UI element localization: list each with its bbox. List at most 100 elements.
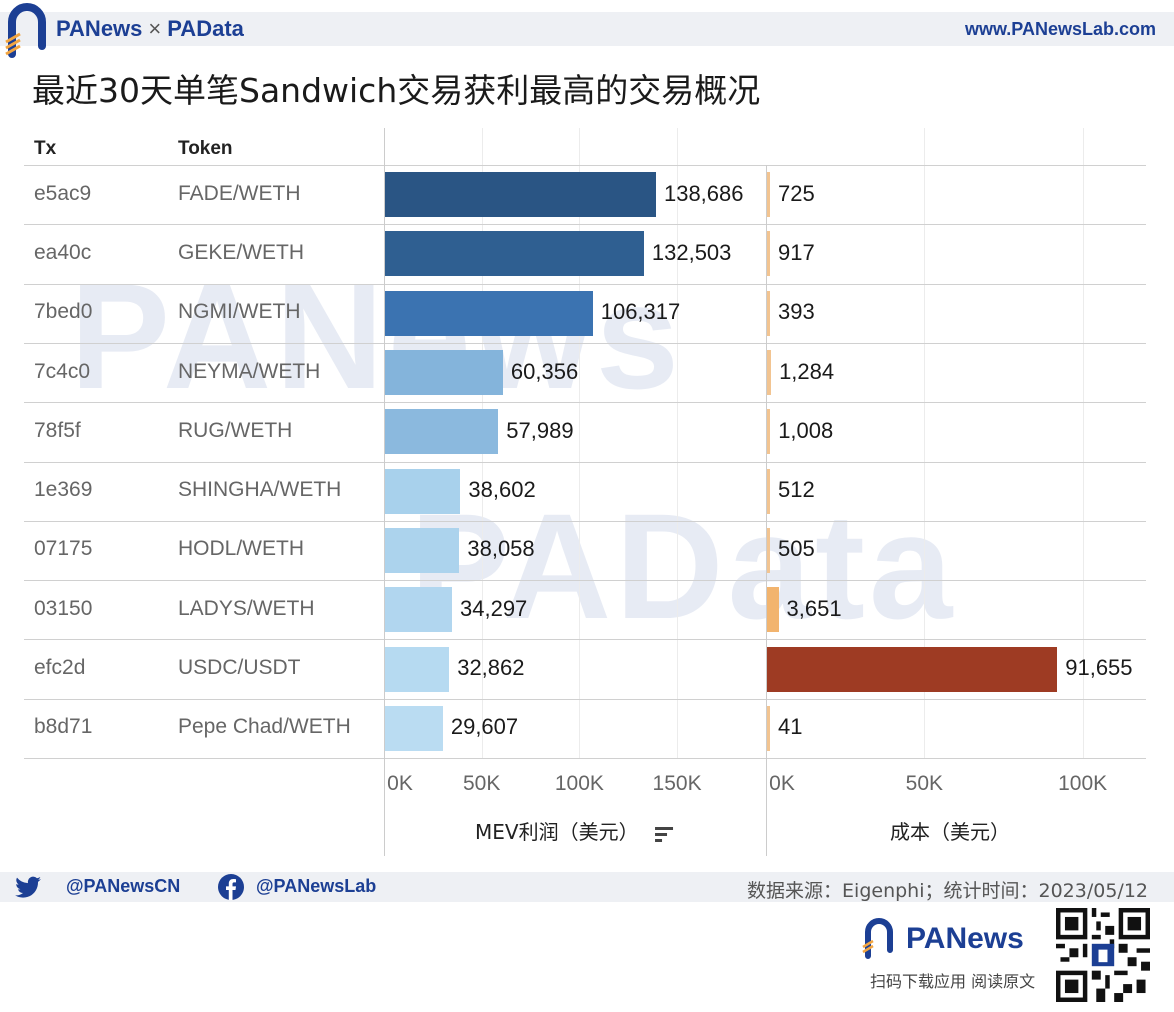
facebook-icon[interactable] (218, 874, 244, 900)
scan-download-text: 扫码下载应用 阅读原文 (870, 972, 1036, 991)
row-divider (24, 758, 1146, 759)
row-divider (24, 521, 1146, 522)
row-divider (24, 224, 1146, 225)
tx-cell: efc2d (34, 656, 86, 680)
mev-bar[interactable] (385, 646, 450, 692)
token-cell: Pepe Chad/WETH (178, 715, 351, 739)
mev-bar[interactable] (385, 231, 644, 277)
cost-bar[interactable] (767, 705, 770, 751)
mev-bar[interactable] (385, 527, 460, 573)
facebook-handle[interactable]: @PANewsLab (256, 876, 377, 896)
cost-value-label: 3,651 (786, 595, 842, 621)
token-cell: USDC/USDT (178, 656, 301, 680)
mev-tick-label: 150K (652, 772, 702, 795)
panews-footer-logo-icon (862, 918, 893, 959)
sort-icon[interactable] (653, 825, 675, 843)
tx-cell: ea40c (34, 240, 92, 264)
row-divider (24, 462, 1146, 463)
gridline-0-2 (579, 128, 581, 758)
token-cell: FADE/WETH (178, 181, 301, 205)
cost-value-label: 393 (778, 299, 815, 325)
mev-tick-label: 50K (463, 772, 501, 795)
token-cell: SHINGHA/WETH (178, 478, 342, 502)
row-divider (24, 639, 1146, 640)
twitter-icon[interactable] (14, 876, 42, 898)
cost-bar[interactable] (767, 468, 770, 514)
token-cell: NGMI/WETH (178, 300, 301, 324)
mev-value-label: 132,503 (651, 239, 732, 265)
tx-cell: e5ac9 (34, 181, 92, 205)
tx-cell: 7bed0 (34, 300, 93, 324)
cost-value-label: 91,655 (1065, 655, 1133, 681)
tx-cell: 7c4c0 (34, 359, 91, 383)
row-divider (24, 402, 1146, 403)
row-divider (24, 343, 1146, 344)
site-url[interactable]: www.PANewsLab.com (964, 19, 1156, 39)
brand-padata: PAData (167, 16, 244, 41)
panel-separator-mid (766, 165, 767, 856)
cost-bar[interactable] (767, 587, 779, 633)
axis-title-mev: MEV利润（美元） (475, 816, 675, 845)
brand-panews: PANews (56, 16, 143, 41)
mev-bar[interactable] (385, 290, 593, 336)
chart-title: 最近30天单笔Sandwich交易获利最高的交易概况 (32, 71, 761, 110)
watermark-top: PANews (70, 252, 684, 420)
mev-bar[interactable] (385, 172, 656, 218)
tx-cell: 03150 (34, 596, 93, 620)
cost-value-label: 725 (778, 180, 815, 206)
data-source: 数据来源：Eigenphi；统计时间：2023/05/12 (747, 880, 1148, 902)
mev-value-label: 32,862 (457, 655, 525, 681)
qr-code-icon[interactable] (1056, 908, 1150, 1002)
token-cell: RUG/WETH (178, 418, 293, 442)
cost-tick-label: 0K (769, 772, 795, 795)
cost-value-label: 1,284 (779, 358, 835, 384)
mev-bar[interactable] (385, 409, 499, 455)
mev-tick-label: 100K (554, 772, 604, 795)
tx-cell: b8d71 (34, 715, 93, 739)
brand-separator: × (148, 16, 162, 41)
watermark-middle: PAData (410, 482, 957, 650)
mev-bar[interactable] (385, 587, 452, 633)
token-cell: NEYMA/WETH (178, 359, 321, 383)
mev-value-label: 106,317 (600, 299, 681, 325)
mev-value-label: 138,686 (663, 180, 744, 206)
twitter-handle[interactable]: @PANewsCN (66, 876, 181, 896)
mev-value-label: 38,602 (468, 477, 536, 503)
cost-bar[interactable] (767, 290, 770, 336)
cost-tick-label: 100K (1058, 772, 1108, 795)
cost-bar[interactable] (767, 231, 770, 277)
mev-bar[interactable] (385, 350, 503, 396)
column-header-tx: Tx (34, 138, 57, 159)
tx-cell: 07175 (34, 537, 93, 561)
mev-value-label: 57,989 (506, 417, 574, 443)
mev-bar[interactable] (385, 468, 461, 514)
cost-value-label: 1,008 (778, 417, 834, 443)
brand-title: PANews × PAData (56, 16, 244, 42)
row-divider (24, 165, 1146, 166)
cost-bar[interactable] (767, 527, 770, 573)
mev-value-label: 29,607 (450, 714, 519, 740)
panel-separator-left (384, 128, 385, 856)
tx-cell: 1e369 (34, 478, 93, 502)
column-header-token: Token (178, 138, 233, 159)
cost-bar[interactable] (767, 172, 770, 218)
row-divider (24, 699, 1146, 700)
cost-tick-label: 50K (905, 772, 944, 795)
cost-value-label: 505 (778, 536, 815, 562)
cost-bar[interactable] (767, 646, 1058, 692)
mev-bar[interactable] (385, 705, 443, 751)
mev-tick-label: 0K (387, 772, 413, 795)
gridline-1-2 (1082, 128, 1084, 758)
token-cell: HODL/WETH (178, 537, 304, 561)
gridline-1-1 (924, 128, 926, 758)
row-divider (24, 580, 1146, 581)
header-bar (0, 12, 1174, 46)
mev-value-label: 34,297 (460, 595, 528, 621)
cost-value-label: 512 (778, 477, 815, 503)
axis-title-cost: 成本（美元） (890, 820, 1010, 844)
tx-cell: 78f5f (34, 418, 81, 442)
cost-bar[interactable] (767, 409, 771, 455)
mev-value-label: 38,058 (467, 536, 535, 562)
cost-value-label: 41 (778, 714, 803, 740)
cost-bar[interactable] (767, 350, 772, 396)
